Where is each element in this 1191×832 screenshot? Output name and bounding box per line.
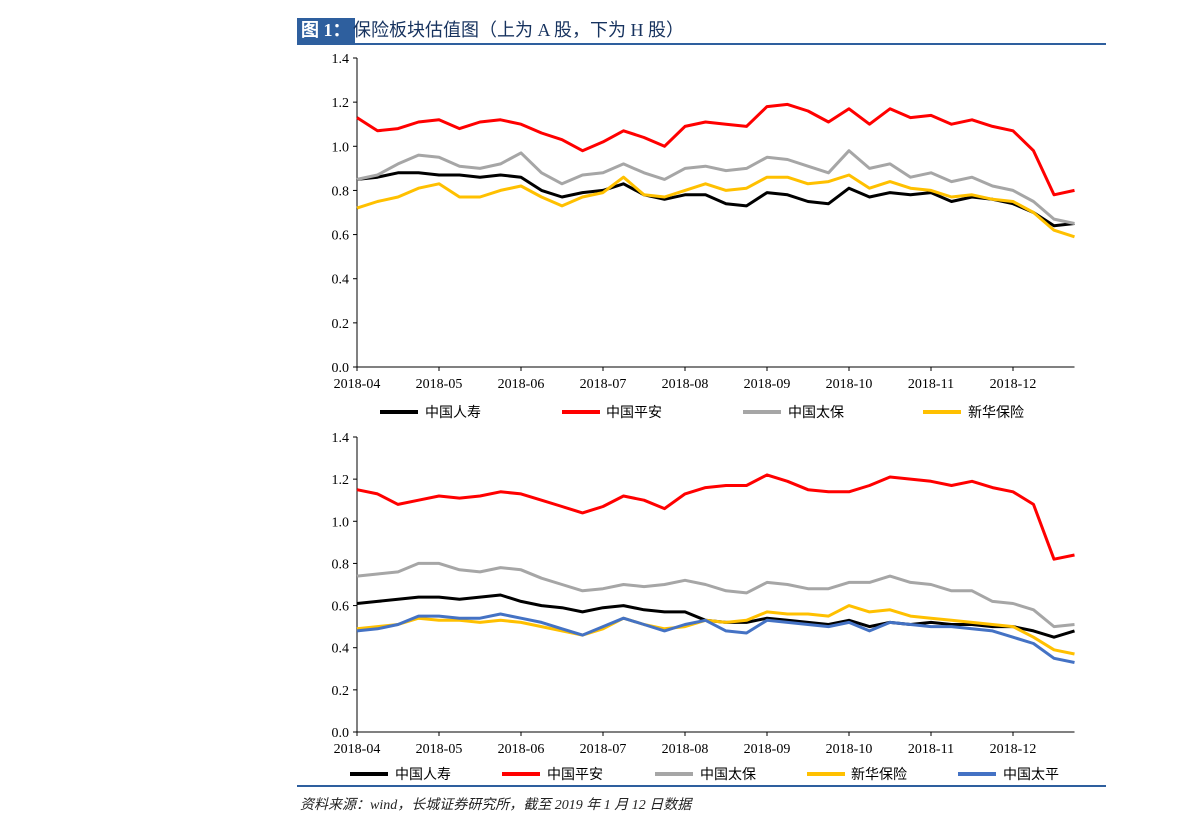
y-tick-label: 0.8 xyxy=(332,557,350,572)
x-tick-label: 2018-05 xyxy=(416,742,463,757)
x-tick-label: 2018-07 xyxy=(580,742,627,757)
source-note: 资料来源：wind，长城证券研究所，截至 2019 年 1 月 12 日数据 xyxy=(300,798,692,813)
series-line-2 xyxy=(356,561,1075,629)
y-tick-label: 0.2 xyxy=(332,317,350,332)
x-tick-label: 2018-09 xyxy=(744,377,791,392)
x-tick-label: 2018-07 xyxy=(580,377,627,392)
x-tick-label: 2018-12 xyxy=(990,377,1037,392)
chart-h-share: 0.0 0.2 0.4 0.6 0.8 1.0 1.2 1.4 2018-04 2018-05 20… xyxy=(332,431,1075,783)
legend-label: 中国太平 xyxy=(1003,767,1059,783)
chart-a-share: 0.0 0.2 0.4 0.6 0.8 1.0 1.2 1.4 2018-04 2018-05 20… xyxy=(332,52,1075,421)
x-tick-label: 2018-05 xyxy=(416,377,463,392)
y-tick-label: 1.0 xyxy=(332,515,350,530)
series-line-0 xyxy=(356,171,1075,228)
x-tick-label: 2018-10 xyxy=(826,742,873,757)
y-tick-label: 1.2 xyxy=(332,96,350,111)
legend-label: 中国人寿 xyxy=(425,404,481,421)
series-line-1 xyxy=(356,102,1075,197)
legend-label: 中国平安 xyxy=(606,405,662,421)
series-line-2 xyxy=(356,149,1075,225)
y-tick-label: 0.4 xyxy=(332,642,350,657)
series-line-1 xyxy=(356,473,1075,561)
y-tick-label: 0.4 xyxy=(332,273,350,288)
series-line-4 xyxy=(356,612,1075,664)
figure-label: 图 1： xyxy=(297,18,355,43)
legend-label: 中国平安 xyxy=(547,767,603,783)
y-tick-label: 0.0 xyxy=(332,361,350,376)
x-tick-label: 2018-04 xyxy=(334,377,381,392)
x-tick-label: 2018-11 xyxy=(908,377,954,392)
legend-label: 中国太保 xyxy=(788,405,844,421)
y-tick-label: 1.4 xyxy=(332,431,350,446)
y-tick-label: 0.0 xyxy=(332,726,350,741)
x-tick-label: 2018-12 xyxy=(990,742,1037,757)
y-tick-label: 0.2 xyxy=(332,684,350,699)
legend-label: 新华保险 xyxy=(851,767,907,783)
legend-label: 新华保险 xyxy=(968,405,1024,421)
y-tick-label: 0.6 xyxy=(332,229,350,244)
title-rule xyxy=(297,43,1106,45)
x-tick-label: 2018-04 xyxy=(334,742,381,757)
y-tick-label: 1.0 xyxy=(332,140,350,155)
x-tick-label: 2018-08 xyxy=(662,742,709,757)
figure-title: 保险板块估值图（上为 A 股，下为 H 股） xyxy=(353,20,685,40)
y-tick-label: 0.6 xyxy=(332,600,350,615)
x-tick-label: 2018-06 xyxy=(498,377,545,392)
y-tick-label: 1.4 xyxy=(332,52,350,67)
x-tick-label: 2018-08 xyxy=(662,377,709,392)
x-tick-label: 2018-09 xyxy=(744,742,791,757)
x-tick-label: 2018-06 xyxy=(498,742,545,757)
y-tick-label: 1.2 xyxy=(332,473,350,488)
x-tick-label: 2018-11 xyxy=(908,742,954,757)
series-line-3 xyxy=(356,604,1075,656)
legend-label: 中国太保 xyxy=(700,767,756,783)
series-line-0 xyxy=(356,593,1075,639)
legend-label: 中国人寿 xyxy=(395,766,451,783)
footer-rule xyxy=(297,785,1106,787)
y-tick-label: 0.8 xyxy=(332,184,350,199)
x-tick-label: 2018-10 xyxy=(826,377,873,392)
series-line-3 xyxy=(356,173,1075,239)
